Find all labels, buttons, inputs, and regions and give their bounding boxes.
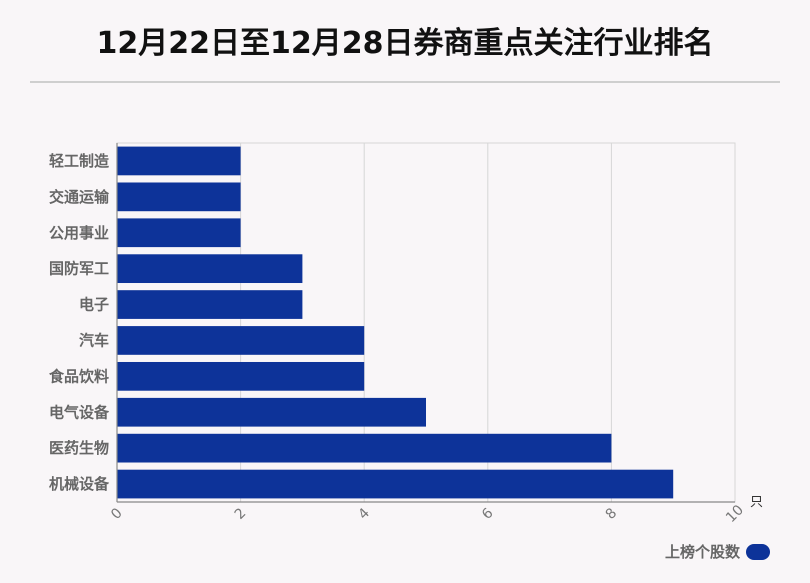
x-tick-label-1: 2 — [232, 505, 250, 523]
bar-2 — [117, 218, 241, 248]
bar-8 — [117, 433, 612, 463]
legend: 上榜个股数 — [665, 541, 770, 562]
category-label-9: 机械设备 — [49, 475, 110, 493]
x-tick-label-0: 0 — [108, 505, 126, 523]
x-tick-label-2: 4 — [355, 505, 373, 523]
category-label-7: 电气设备 — [49, 403, 110, 421]
category-label-3: 国防军工 — [49, 260, 109, 278]
category-label-8: 医药生物 — [49, 439, 109, 457]
legend-swatch — [746, 543, 770, 560]
category-label-0: 轻工制造 — [49, 152, 109, 170]
bar-6 — [117, 361, 365, 391]
category-label-2: 公用事业 — [49, 224, 109, 242]
bar-7 — [117, 397, 426, 427]
bar-0 — [117, 146, 241, 176]
category-label-4: 电子 — [79, 296, 109, 314]
x-unit-label: 只 — [750, 495, 763, 510]
x-tick-label-5: 10 — [723, 502, 747, 526]
category-label-1: 交通运输 — [49, 188, 110, 206]
bar-9 — [117, 469, 674, 499]
category-label-5: 汽车 — [79, 331, 109, 349]
x-tick-label-4: 8 — [603, 505, 621, 523]
bar-1 — [117, 182, 241, 212]
x-tick-label-3: 6 — [479, 505, 497, 523]
bar-5 — [117, 326, 365, 355]
legend-label: 上榜个股数 — [664, 543, 740, 561]
chart-title: 12月22日至12月28日券商重点关注行业排名 — [96, 26, 714, 61]
category-label-6: 食品饮料 — [49, 367, 109, 385]
title-divider — [30, 81, 780, 83]
bar-4 — [117, 290, 303, 319]
bar-3 — [117, 254, 303, 284]
